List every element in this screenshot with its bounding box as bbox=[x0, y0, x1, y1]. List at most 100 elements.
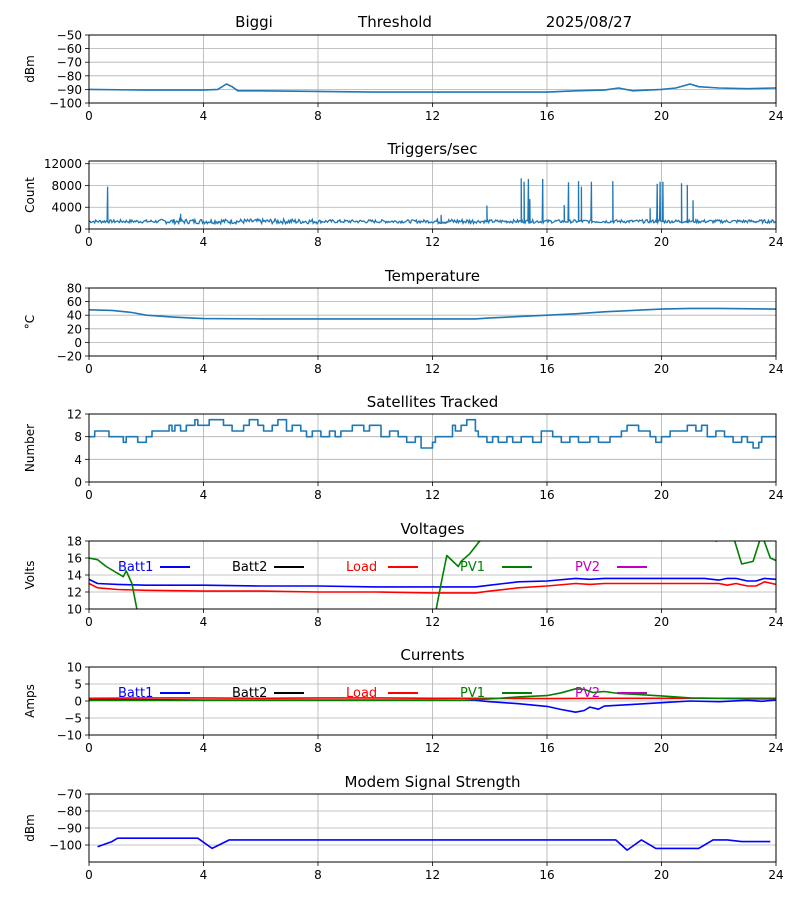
chart-threshold: 0 4 8 12 16 20 24 −100−90−80−70−60−50 dBm bbox=[23, 29, 784, 124]
tick-label-y: 18 bbox=[67, 535, 82, 549]
legend-label: Batt2 bbox=[232, 560, 267, 575]
tick-label-x: 8 bbox=[314, 741, 322, 755]
tick-label-x: 16 bbox=[539, 362, 554, 376]
chart-currents: 0 4 8 12 16 20 24 −10 −5 0 5 10 Currents Amps Batt1 Bat… bbox=[23, 646, 784, 755]
tick-label-y: 10 bbox=[67, 603, 82, 617]
tick-label-x: 20 bbox=[654, 868, 669, 882]
tick-label-x: 16 bbox=[539, 741, 554, 755]
chart-title: Satellites Tracked bbox=[367, 393, 498, 411]
tick-label-y: 14 bbox=[67, 569, 82, 583]
series-pv1 bbox=[89, 687, 776, 702]
tick-label-x: 24 bbox=[768, 615, 783, 629]
series-group bbox=[89, 307, 776, 320]
series-group bbox=[89, 83, 776, 93]
tick-label-y: 16 bbox=[67, 552, 82, 566]
plot-frame bbox=[88, 160, 777, 230]
legend-label: PV1 bbox=[460, 560, 485, 575]
series-group bbox=[89, 178, 776, 226]
tick-label-x: 16 bbox=[539, 109, 554, 123]
axis-label-y: dBm bbox=[23, 814, 37, 842]
series-satellites bbox=[89, 418, 776, 449]
tick-label-x: 20 bbox=[654, 362, 669, 376]
tick-label-y: −70 bbox=[57, 788, 82, 802]
legend-label: Load bbox=[346, 560, 377, 575]
tick-label-y: 8000 bbox=[51, 179, 82, 193]
chart-title: Triggers/sec bbox=[387, 140, 478, 158]
tick-label-y: 12000 bbox=[44, 157, 82, 171]
tick-label-y: 40 bbox=[67, 309, 82, 323]
tick-label-y: −70 bbox=[57, 56, 82, 70]
tick-label-y: 10 bbox=[67, 661, 82, 675]
series-load bbox=[89, 697, 776, 700]
tick-label-x: 8 bbox=[314, 868, 322, 882]
tick-label-y: 60 bbox=[67, 295, 82, 309]
chart-satellites: 0 4 8 12 16 20 24 0 4 8 12 Satellites Tracked Number bbox=[23, 393, 784, 502]
tick-label-x: 12 bbox=[425, 741, 440, 755]
tick-label-x: 4 bbox=[200, 615, 208, 629]
tick-label-x: 8 bbox=[314, 109, 322, 123]
tick-label-y: 20 bbox=[67, 322, 82, 336]
tick-label-x: 0 bbox=[85, 868, 93, 882]
series-group bbox=[97, 837, 771, 851]
series-batt1 bbox=[89, 577, 776, 588]
tick-label-x: 8 bbox=[314, 235, 322, 249]
tick-label-x: 0 bbox=[85, 235, 93, 249]
tick-label-x: 24 bbox=[768, 235, 783, 249]
series-group bbox=[89, 418, 776, 449]
series-group bbox=[89, 687, 776, 714]
header-station: Biggi bbox=[235, 13, 273, 31]
tick-label-x: 4 bbox=[200, 868, 208, 882]
tick-label-y: −60 bbox=[57, 42, 82, 56]
series-load bbox=[89, 580, 776, 594]
series-pv1 bbox=[89, 541, 482, 609]
legend-label: Batt1 bbox=[118, 560, 153, 575]
tick-label-x: 0 bbox=[85, 615, 93, 629]
tick-label-x: 0 bbox=[85, 109, 93, 123]
tick-label-x: 4 bbox=[200, 362, 208, 376]
tick-label-x: 8 bbox=[314, 362, 322, 376]
tick-label-x: 0 bbox=[85, 741, 93, 755]
tick-label-x: 12 bbox=[425, 488, 440, 502]
tick-label-x: 12 bbox=[425, 362, 440, 376]
chart-triggers: 0 4 8 12 16 20 24 0 4000 8000 12000 Triggers/sec Cou… bbox=[23, 140, 784, 249]
tick-label-y: 12 bbox=[67, 586, 82, 600]
legend-label: Batt2 bbox=[232, 686, 267, 701]
tick-label-x: 20 bbox=[654, 615, 669, 629]
series-temperature bbox=[89, 307, 776, 320]
tick-label-x: 4 bbox=[200, 109, 208, 123]
tick-label-x: 16 bbox=[539, 615, 554, 629]
series-modem bbox=[97, 837, 771, 851]
tick-label-y: −100 bbox=[49, 839, 82, 853]
tick-label-x: 20 bbox=[654, 235, 669, 249]
tick-label-y: 12 bbox=[67, 408, 82, 422]
tick-label-y: 5 bbox=[74, 678, 82, 692]
tick-label-x: 16 bbox=[539, 868, 554, 882]
plot-frame bbox=[88, 287, 777, 357]
plot-frame bbox=[88, 34, 777, 104]
axis-label-y: °C bbox=[23, 315, 37, 329]
tick-label-x: 24 bbox=[768, 868, 783, 882]
tick-label-y: 4 bbox=[74, 453, 82, 467]
tick-label-y: 0 bbox=[74, 336, 82, 350]
tick-label-y: −80 bbox=[57, 69, 82, 83]
tick-label-y: 0 bbox=[74, 223, 82, 237]
header-date: 2025/08/27 bbox=[546, 13, 632, 31]
plot-frame bbox=[88, 413, 777, 483]
tick-label-y: 80 bbox=[67, 282, 82, 296]
tick-label-y: −20 bbox=[57, 350, 82, 364]
tick-label-y: −90 bbox=[57, 822, 82, 836]
axis-label-y: Number bbox=[23, 424, 37, 472]
axis-label-y: Count bbox=[23, 177, 37, 213]
chart-title: Modem Signal Strength bbox=[345, 773, 521, 791]
legend-label: Batt1 bbox=[118, 686, 153, 701]
tick-label-y: 4000 bbox=[51, 201, 82, 215]
tick-label-x: 0 bbox=[85, 488, 93, 502]
chart-voltages: 0 4 8 12 16 20 24 10 12 14 16 18 Voltages Volts Batt1 B… bbox=[23, 520, 784, 629]
tick-label-x: 24 bbox=[768, 362, 783, 376]
tick-label-x: 4 bbox=[200, 235, 208, 249]
tick-label-x: 0 bbox=[85, 362, 93, 376]
legend-label: Load bbox=[346, 686, 377, 701]
tick-label-x: 20 bbox=[654, 488, 669, 502]
